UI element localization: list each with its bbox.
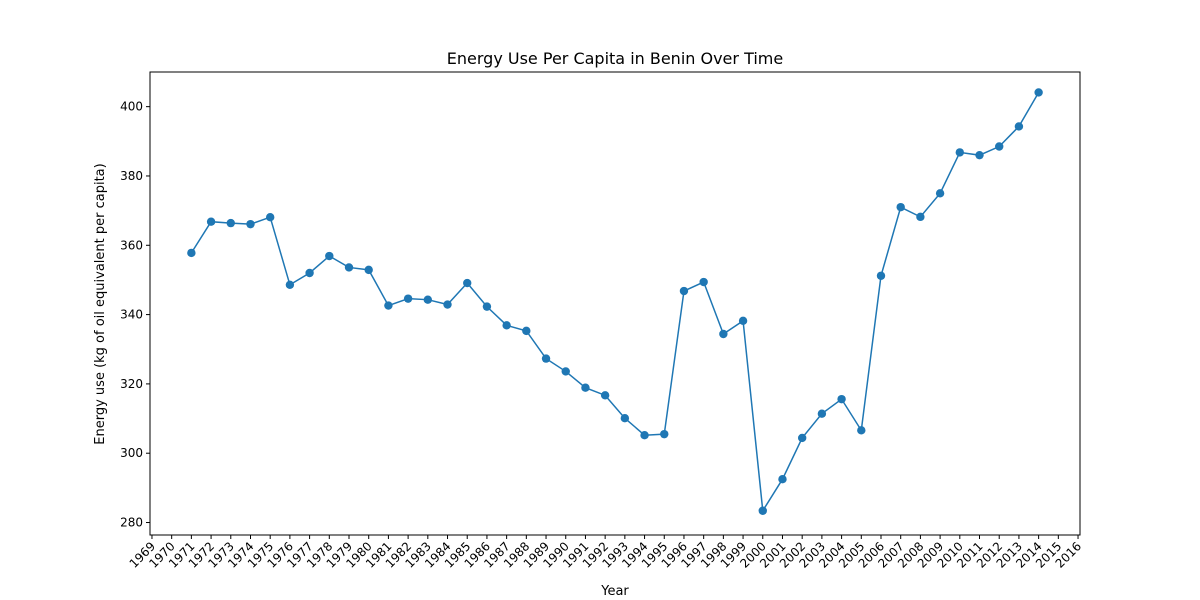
x-axis-ticks: 1969197019711972197319741975197619771978…	[127, 535, 1084, 571]
data-point	[758, 506, 767, 515]
y-tick-label: 360	[120, 238, 143, 252]
data-point	[679, 286, 689, 296]
data-point	[896, 202, 905, 212]
series-line	[190, 92, 1040, 513]
chart-title: Energy Use Per Capita in Benin Over Time	[447, 49, 783, 68]
data-point	[384, 301, 393, 310]
data-point	[660, 429, 669, 439]
data-point	[935, 189, 945, 198]
data-point	[640, 430, 649, 440]
data-point	[975, 150, 984, 160]
data-point	[620, 414, 630, 423]
data-point	[423, 295, 433, 304]
y-tick-label: 340	[120, 308, 143, 322]
data-point	[876, 271, 886, 280]
data-point	[305, 268, 314, 278]
y-tick-label: 280	[120, 516, 143, 530]
data-point	[502, 321, 511, 330]
data-point	[719, 329, 728, 339]
data-point	[581, 383, 590, 392]
data-point	[443, 300, 452, 309]
data-point	[995, 142, 1004, 151]
data-point	[246, 219, 255, 229]
data-point	[403, 294, 413, 303]
data-point	[857, 426, 866, 435]
data-point	[561, 367, 570, 376]
data-point	[364, 265, 373, 275]
data-point	[600, 391, 610, 400]
data-point	[778, 475, 787, 484]
plot-area	[187, 88, 1043, 515]
x-axis-title: Year	[600, 584, 629, 599]
data-point	[522, 326, 531, 336]
data-point	[187, 248, 196, 258]
data-point	[817, 409, 827, 418]
data-point	[1034, 88, 1043, 97]
plot-frame	[149, 71, 1081, 536]
data-point	[916, 212, 925, 222]
data-point	[344, 263, 354, 272]
y-tick-label: 320	[120, 377, 143, 391]
data-point	[699, 277, 708, 287]
data-point	[325, 251, 334, 261]
data-point	[955, 148, 965, 157]
data-point	[463, 278, 472, 288]
data-point	[797, 433, 807, 443]
data-point	[265, 213, 275, 222]
data-point	[837, 394, 846, 404]
y-tick-label: 400	[120, 100, 143, 114]
data-point	[738, 316, 748, 326]
y-axis-title: Energy use (kg of oil equivalent per cap…	[93, 163, 108, 444]
data-point	[226, 218, 235, 228]
data-point	[285, 280, 295, 289]
y-tick-label: 380	[120, 169, 143, 183]
data-point	[1014, 122, 1024, 131]
data-point	[206, 217, 216, 226]
y-tick-label: 300	[120, 446, 143, 460]
data-point	[482, 302, 492, 311]
y-axis-ticks: 280 300 320 340 360 380 400	[120, 100, 150, 530]
data-point	[541, 354, 551, 363]
